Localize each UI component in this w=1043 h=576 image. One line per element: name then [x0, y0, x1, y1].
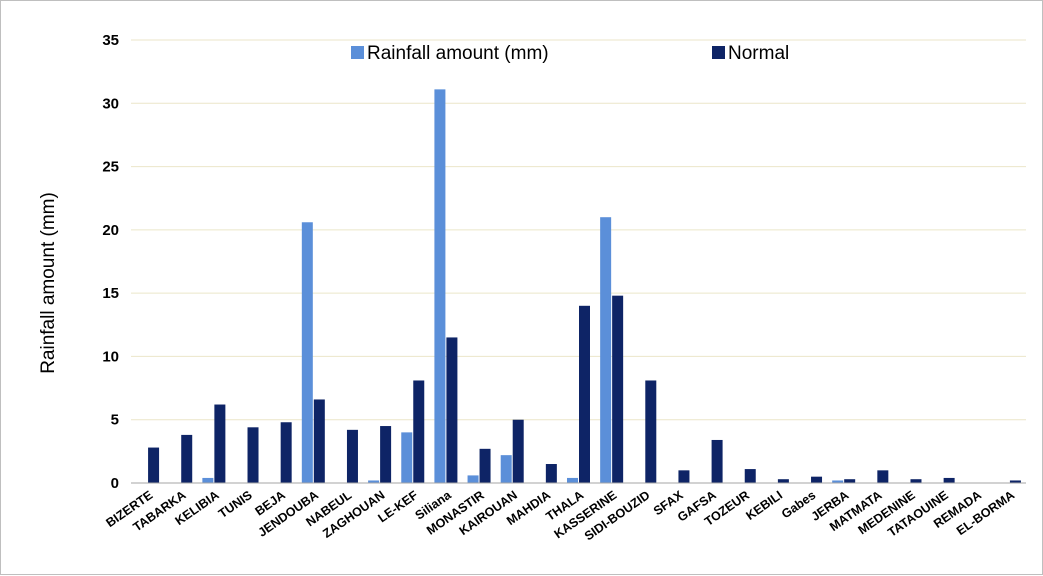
bar-rainfall-jendouba [301, 222, 313, 483]
bar-normal-tataouine [943, 477, 955, 483]
bar-normal-matmata [877, 470, 889, 483]
y-tick-label: 20 [102, 222, 119, 239]
legend-swatch-normal [712, 46, 725, 59]
bar-rainfall-kelibia [202, 477, 214, 483]
bar-normal-kelibia [214, 404, 226, 483]
bar-normal-zaghouan [380, 426, 392, 483]
y-tick-label: 15 [102, 285, 119, 302]
legend-label-rainfall: Rainfall amount (mm) [367, 43, 549, 64]
bar-rainfall-kairouan [500, 455, 512, 483]
x-tick-label: TUNIS [216, 488, 255, 521]
legend-label-normal: Normal [728, 43, 789, 64]
y-tick-label: 10 [102, 348, 119, 365]
bar-normal-beja [280, 422, 292, 483]
bar-normal-kebili [777, 479, 789, 483]
bar-rainfall-le-kef [401, 432, 413, 483]
bar-normal-kasserine [612, 295, 624, 483]
bar-normal-mahdia [545, 464, 557, 483]
bar-normal-nabeul [346, 429, 358, 483]
bar-normal-siliana [446, 337, 458, 483]
x-tick-label: KEBILI [744, 488, 786, 523]
bars [148, 89, 1021, 483]
bar-normal-jendouba [313, 399, 325, 483]
y-tick-label: 25 [102, 159, 119, 176]
bar-normal-monastir [479, 448, 491, 483]
y-tick-labels: 0 5 10 15 20 25 30 35 [102, 32, 119, 492]
bar-normal-medenine [910, 479, 922, 483]
y-tick-label: 30 [102, 95, 119, 112]
bar-normal-tozeur [744, 469, 756, 483]
bar-rainfall-siliana [434, 89, 446, 483]
legend-swatch-rainfall [351, 46, 364, 59]
bar-normal-gabes [811, 476, 823, 483]
bar-normal-gafsa [711, 439, 723, 483]
bar-normal-kairouan [512, 419, 524, 483]
bar-rainfall-zaghouan [368, 480, 380, 483]
legend: Rainfall amount (mm) Normal [351, 43, 789, 64]
bar-normal-el-borma [1009, 480, 1021, 483]
bar-normal-thala [579, 305, 590, 483]
bar-rainfall-jerba [832, 480, 844, 483]
bar-normal-sidi-bouzid [645, 380, 657, 483]
bar-normal-sfax [678, 470, 690, 483]
bar-normal-jerba [844, 479, 856, 483]
bar-normal-tunis [247, 427, 259, 483]
y-tick-label: 35 [102, 32, 119, 49]
bar-rainfall-kasserine [600, 217, 612, 483]
bar-rainfall-monastir [467, 475, 479, 483]
x-tick-labels: BIZERTETABARKAKELIBIATUNISBEJAJENDOUBANA… [103, 487, 1017, 543]
bar-normal-tabarka [181, 434, 193, 483]
y-axis-label: Rainfall amount (mm) [38, 192, 59, 374]
bar-rainfall-thala [567, 477, 578, 483]
y-tick-label: 0 [111, 475, 119, 492]
bar-normal-bizerte [148, 447, 160, 483]
bar-normal-le-kef [413, 380, 425, 483]
gridlines [131, 39, 1026, 421]
y-tick-label: 5 [111, 412, 119, 429]
